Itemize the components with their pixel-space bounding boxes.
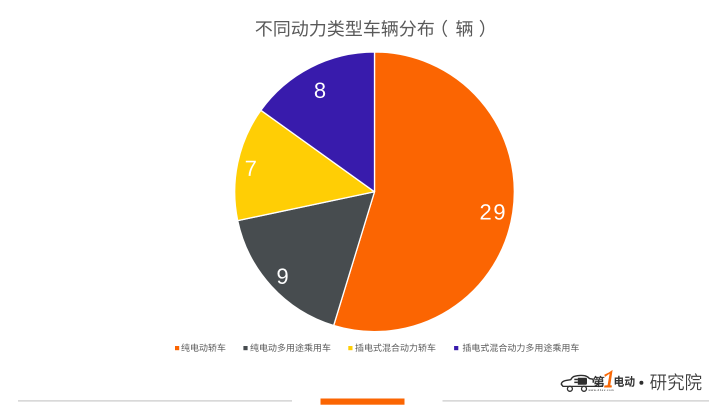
svg-text:www.d1ev.com: www.d1ev.com (589, 388, 615, 392)
